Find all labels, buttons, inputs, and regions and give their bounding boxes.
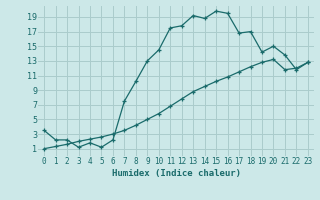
X-axis label: Humidex (Indice chaleur): Humidex (Indice chaleur) (111, 169, 241, 178)
